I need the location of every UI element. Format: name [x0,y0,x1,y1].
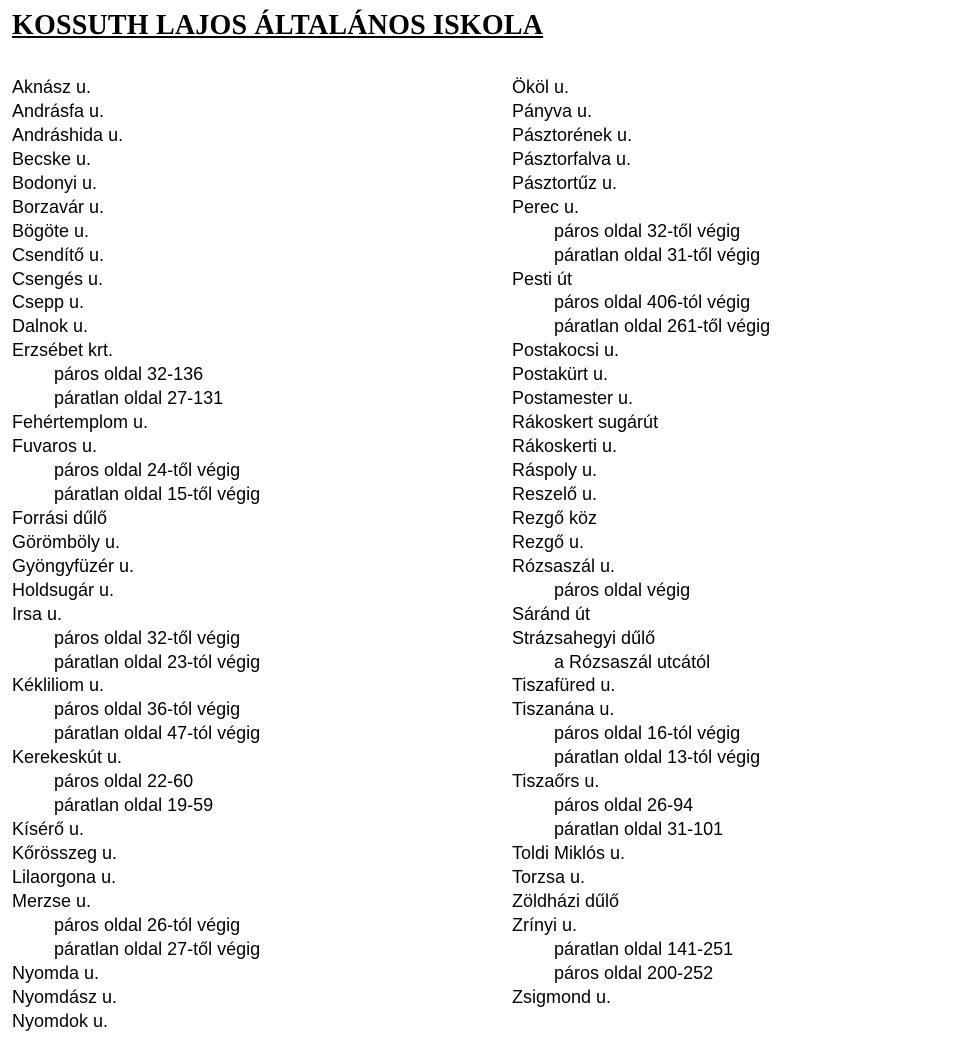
list-line: páros oldal 36-tól végig [12,698,472,722]
columns-wrapper: Aknász u.Andrásfa u.Andráshida u.Becske … [12,76,948,1034]
list-line: Pesti út [512,268,932,292]
list-line: Bodonyi u. [12,172,472,196]
list-line: Rákoskerti u. [512,435,932,459]
list-line: Sáránd út [512,603,932,627]
list-line: Holdsugár u. [12,579,472,603]
column-left: Aknász u.Andrásfa u.Andráshida u.Becske … [12,76,472,1034]
list-line: páros oldal 32-től végig [12,627,472,651]
list-line: páratlan oldal 47-tól végig [12,722,472,746]
list-line: Strázsahegyi dűlő [512,627,932,651]
list-line: Nyomdok u. [12,1010,472,1034]
list-line: Kerekeskút u. [12,746,472,770]
list-line: Kőrösszeg u. [12,842,472,866]
list-line: Rezgő u. [512,531,932,555]
list-line: Zöldházi dűlő [512,890,932,914]
list-line: Pányva u. [512,100,932,124]
list-line: Reszelő u. [512,483,932,507]
list-line: Tiszafüred u. [512,674,932,698]
list-line: a Rózsaszál utcától [512,651,932,675]
list-line: Toldi Miklós u. [512,842,932,866]
list-line: Bögöte u. [12,220,472,244]
list-line: Dalnok u. [12,315,472,339]
list-line: páros oldal 406-tól végig [512,291,932,315]
list-line: Rezgő köz [512,507,932,531]
list-line: Görömböly u. [12,531,472,555]
list-line: Csepp u. [12,291,472,315]
list-line: Andráshida u. [12,124,472,148]
list-line: páratlan oldal 31-től végig [512,244,932,268]
list-line: Perec u. [512,196,932,220]
list-line: Fehértemplom u. [12,411,472,435]
list-line: Zsigmond u. [512,986,932,1010]
list-line: páratlan oldal 261-től végig [512,315,932,339]
list-line: Lilaorgona u. [12,866,472,890]
list-line: Erzsébet krt. [12,339,472,363]
list-line: páros oldal 32-136 [12,363,472,387]
list-line: Postakocsi u. [512,339,932,363]
list-line: Pásztorének u. [512,124,932,148]
list-line: Aknász u. [12,76,472,100]
list-line: Pásztorfalva u. [512,148,932,172]
list-line: páros oldal 26-tól végig [12,914,472,938]
list-line: Becske u. [12,148,472,172]
list-line: Merzse u. [12,890,472,914]
list-line: Csengés u. [12,268,472,292]
list-line: Nyomda u. [12,962,472,986]
list-line: páros oldal 26-94 [512,794,932,818]
list-line: Tiszanána u. [512,698,932,722]
list-line: páros oldal 22-60 [12,770,472,794]
column-right: Ököl u.Pányva u.Pásztorének u.Pásztorfal… [512,76,932,1034]
list-line: Nyomdász u. [12,986,472,1010]
list-line: Postamester u. [512,387,932,411]
list-line: páratlan oldal 13-tól végig [512,746,932,770]
list-line: Ráspoly u. [512,459,932,483]
list-line: Rákoskert sugárút [512,411,932,435]
list-line: Rózsaszál u. [512,555,932,579]
list-line: Kísérő u. [12,818,472,842]
list-line: páros oldal 16-tól végig [512,722,932,746]
list-line: Postakürt u. [512,363,932,387]
list-line: páratlan oldal 141-251 [512,938,932,962]
list-line: páros oldal 200-252 [512,962,932,986]
list-line: Borzavár u. [12,196,472,220]
list-line: Gyöngyfüzér u. [12,555,472,579]
list-line: Csendítő u. [12,244,472,268]
page-title: KOSSUTH LAJOS ÁLTALÁNOS ISKOLA [12,10,948,42]
list-line: páratlan oldal 27-től végig [12,938,472,962]
document-page: KOSSUTH LAJOS ÁLTALÁNOS ISKOLA Aknász u.… [0,0,960,1054]
list-line: Fuvaros u. [12,435,472,459]
list-line: páratlan oldal 15-től végig [12,483,472,507]
list-line: Torzsa u. [512,866,932,890]
list-line: páros oldal 24-től végig [12,459,472,483]
list-line: páratlan oldal 23-tól végig [12,651,472,675]
list-line: páratlan oldal 27-131 [12,387,472,411]
list-line: Forrási dűlő [12,507,472,531]
list-line: Ököl u. [512,76,932,100]
list-line: Pásztortűz u. [512,172,932,196]
list-line: Irsa u. [12,603,472,627]
list-line: páros oldal végig [512,579,932,603]
list-line: páratlan oldal 31-101 [512,818,932,842]
list-line: páros oldal 32-től végig [512,220,932,244]
list-line: Kékliliom u. [12,674,472,698]
list-line: Andrásfa u. [12,100,472,124]
list-line: páratlan oldal 19-59 [12,794,472,818]
list-line: Tiszaőrs u. [512,770,932,794]
list-line: Zrínyi u. [512,914,932,938]
